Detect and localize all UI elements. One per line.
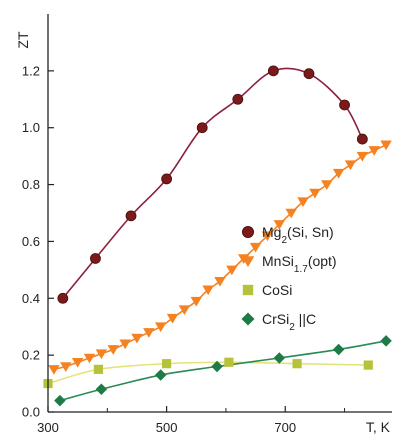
series-0-point — [161, 173, 173, 185]
series-3-point — [273, 352, 286, 364]
series-1-point — [297, 197, 309, 208]
y-axis-title: ZT — [15, 31, 31, 49]
y-tick-label: 0.6 — [22, 234, 40, 249]
series-1-point — [60, 362, 72, 372]
series-1-point — [95, 349, 108, 360]
series-1-point — [71, 357, 84, 368]
legend-marker-1 — [241, 256, 255, 268]
series-2-point — [363, 360, 373, 370]
y-tick-label: 0.4 — [22, 291, 40, 306]
series-2-point — [292, 359, 302, 369]
series-1-point — [332, 168, 345, 179]
legend-label-1: MnSi1.7(opt) — [262, 253, 337, 275]
series-2-point — [93, 364, 104, 374]
series-3-point — [154, 369, 167, 381]
series-0-point — [125, 210, 137, 222]
series-1-point — [368, 146, 380, 156]
series-1-point — [321, 180, 333, 191]
y-tick-label: 1.0 — [22, 120, 40, 135]
series-1-point — [202, 285, 214, 296]
series-1-point — [119, 339, 131, 350]
ticks: 0.0 0.2 0.4 0.6 0.8 1.0 1.2 300 500 700 — [22, 63, 346, 435]
series-0-point — [232, 93, 244, 105]
x-tick-label: 500 — [156, 420, 178, 435]
legend-marker-3 — [241, 312, 255, 326]
series-1-point — [344, 160, 357, 171]
x-tick-label: 700 — [274, 420, 296, 435]
series-2-point — [162, 359, 172, 369]
legend-marker-0 — [241, 225, 254, 238]
series-0-point — [356, 133, 368, 145]
series-0-point — [90, 253, 101, 264]
legend: Mg2(Si, Sn) MnSi1.7(opt) CoSi CrSi2 ||C — [241, 224, 337, 333]
series-0-point — [303, 68, 315, 80]
x-axis-title: T, K — [366, 419, 391, 435]
y-tick-label: 1.2 — [22, 63, 40, 78]
legend-marker-2 — [242, 284, 254, 296]
series-0-point — [57, 292, 69, 304]
series-1-point — [380, 140, 392, 151]
data-markers — [43, 65, 392, 407]
y-tick-label: 0.2 — [22, 348, 40, 363]
series-3-point — [332, 343, 345, 356]
series-1-point — [261, 231, 274, 242]
series-2-point — [224, 357, 234, 367]
series-0-point — [267, 65, 279, 77]
series-3-point — [211, 360, 223, 373]
series-1-point — [154, 322, 167, 333]
series-3-point — [380, 335, 392, 347]
series-1-point — [214, 276, 226, 287]
series-1-point — [273, 220, 286, 230]
series-1-point — [131, 333, 143, 344]
series-1-point — [83, 353, 96, 364]
series-1-point — [190, 296, 202, 307]
y-tick-label: 0.0 — [22, 405, 40, 420]
series-1-point — [249, 242, 262, 253]
legend-label-3: CrSi2 ||C — [262, 311, 316, 333]
series-3-point — [54, 394, 66, 407]
series-1-point — [309, 188, 321, 199]
series-1-point — [143, 328, 155, 338]
series-1-point — [166, 313, 179, 324]
series-3-point — [95, 383, 108, 396]
legend-label-2: CoSi — [262, 282, 292, 298]
x-tick-label: 300 — [37, 420, 59, 435]
series-0-point — [196, 122, 208, 134]
legend-label-0: Mg2(Si, Sn) — [262, 224, 334, 246]
series-curve-0 — [62, 67, 364, 299]
series-1-point — [178, 305, 191, 316]
series-0-point — [339, 99, 350, 111]
series-1-point — [107, 345, 119, 355]
axes — [47, 14, 392, 413]
series-1-point — [356, 151, 369, 162]
y-tick-label: 0.8 — [22, 177, 40, 192]
series-1-point — [48, 365, 60, 375]
series-1-point — [285, 208, 297, 219]
series-1-point — [226, 265, 238, 276]
